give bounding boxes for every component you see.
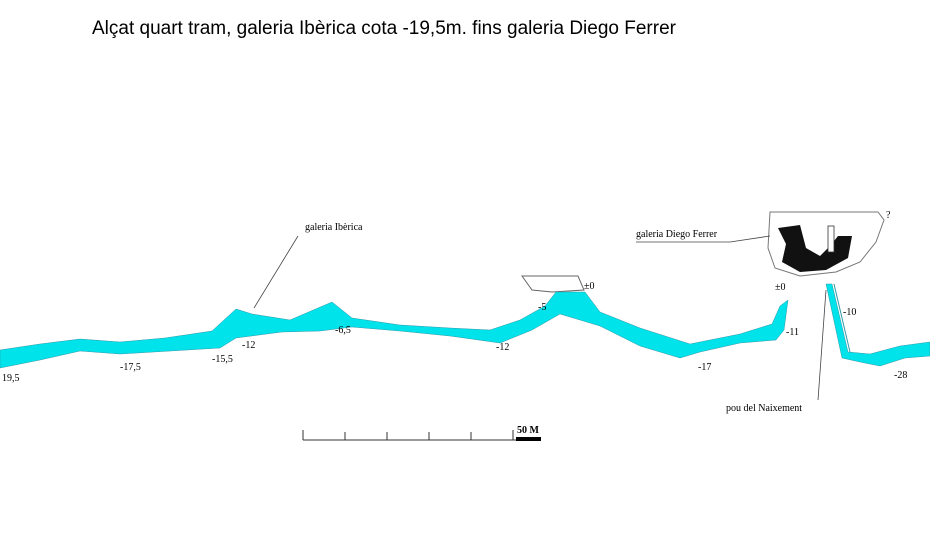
depth: -17	[698, 362, 711, 373]
shaft-line	[833, 283, 851, 353]
scale-block	[516, 437, 541, 441]
depth: 19,5	[2, 373, 20, 384]
depth: -17,5	[120, 362, 141, 373]
title: Alçat quart tram, galeria Ibèrica cota -…	[92, 18, 677, 39]
leader-line	[817, 289, 827, 401]
chamber-outline	[521, 275, 585, 293]
depth: -28	[894, 370, 907, 381]
label: pou del Naixement	[726, 403, 802, 414]
label: galeria Diego Ferrer	[636, 229, 718, 240]
depth: -5	[538, 302, 546, 313]
scale-bar	[302, 430, 516, 441]
passage	[0, 291, 789, 369]
depth: ±0	[775, 282, 786, 293]
label: ?	[886, 210, 891, 221]
depth: -6,5	[335, 325, 351, 336]
chamber-fill	[778, 225, 852, 272]
ladder	[827, 225, 835, 253]
leader-line	[253, 235, 299, 309]
depth: -12	[242, 340, 255, 351]
depth: -15,5	[212, 354, 233, 365]
shaft-passage	[825, 283, 930, 367]
scale-label: 50 M	[517, 425, 540, 436]
label: galeria Ibèrica	[305, 222, 363, 233]
leader-line	[729, 235, 771, 243]
depth: -10	[843, 307, 856, 318]
depth: ±0	[584, 281, 595, 292]
depth: -12	[496, 342, 509, 353]
depth: -11	[786, 327, 799, 338]
